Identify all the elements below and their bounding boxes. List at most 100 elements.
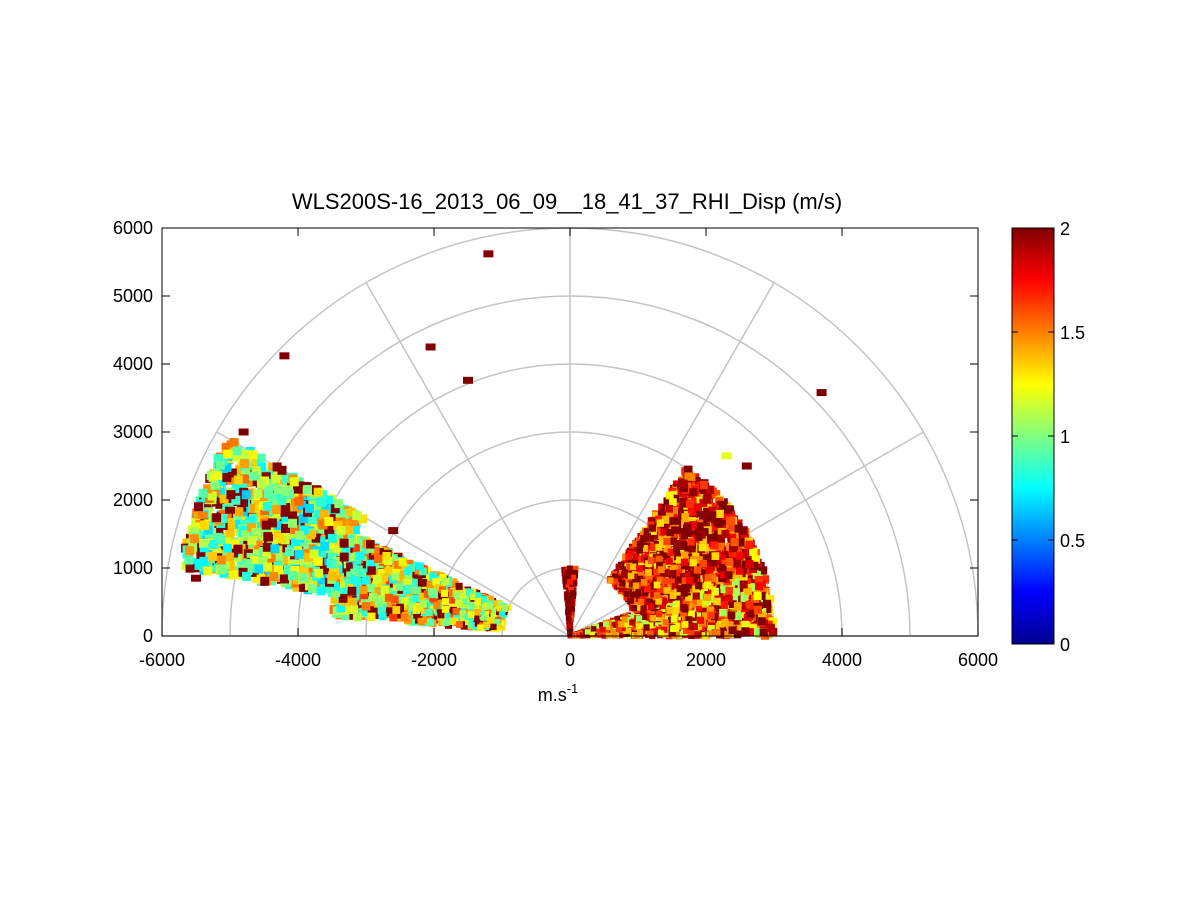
heatmap-cell [749,547,758,556]
heatmap-cell [674,576,682,584]
heatmap-cell [603,621,609,627]
heatmap-cell [710,612,719,621]
heatmap-cell [350,525,360,535]
heatmap-cell [255,470,265,480]
heatmap-cell [225,531,235,541]
heatmap-cell [623,590,630,597]
heatmap-cell [762,599,772,609]
heatmap-cell [750,561,759,570]
heatmap-cell [367,602,376,611]
heatmap-cell [392,565,401,574]
heatmap-cell [648,524,657,532]
heatmap-cell [670,625,677,633]
heatmap-cell [685,500,694,508]
heatmap-cell [702,608,710,616]
heatmap-cell [689,613,697,621]
heatmap-cell [235,519,245,529]
heatmap-cell [455,582,463,590]
heatmap-cell [408,603,416,611]
heatmap-cell [726,621,734,630]
heatmap-cell [707,622,715,630]
heatmap-cell [253,540,263,550]
heatmap-cell [732,587,740,596]
heatmap-cell [306,567,316,577]
heatmap-cell [429,589,437,597]
heatmap-cell [693,612,702,620]
heatmap-cell [704,581,712,589]
heatmap-cell [669,570,677,578]
heatmap-cell [683,572,691,580]
heatmap-cell [381,585,390,594]
heatmap-cell [566,623,572,629]
heatmap-cell [657,630,665,637]
heatmap-cell [438,586,447,594]
heatmap-cell [677,546,685,555]
heatmap-cell [639,531,647,539]
heatmap-cell [673,539,681,548]
heatmap-cell [590,626,597,632]
heatmap-cell [713,629,721,637]
heatmap-cell [368,552,378,562]
heatmap-cell [465,588,473,596]
heatmap-cell [663,537,671,546]
heatmap-cell [432,578,440,586]
heatmap-cell [415,562,424,571]
heatmap-cell [494,618,501,625]
heatmap-cell [349,605,359,615]
heatmap-cell [352,612,362,622]
heatmap-cell [622,631,629,637]
heatmap-cell [600,626,606,632]
heatmap-cell [501,605,508,612]
heatmap-cell [423,590,432,598]
heatmap-cell [214,525,224,535]
heatmap-cell [565,608,572,615]
heatmap-cell [606,621,613,628]
heatmap-cell [368,574,377,584]
heatmap-cell [359,590,369,600]
heatmap-cell [715,542,724,551]
heatmap-cell [237,556,247,566]
heatmap-cell [689,488,698,497]
heatmap-cell [755,582,764,591]
heatmap-cell [237,502,247,512]
heatmap-cell [299,582,309,592]
heatmap-cell [423,574,431,582]
heatmap-cell [612,625,619,631]
heatmap-cell [741,620,750,629]
heatmap-cell [618,586,626,593]
heatmap-cell [655,610,663,618]
heatmap-cell [633,632,640,639]
heatmap-cell [568,594,575,600]
heatmap-cell [412,586,421,594]
heatmap-cell [486,617,494,624]
heatmap-cell [341,518,351,528]
heatmap-cell [568,584,574,591]
heatmap-cell [683,465,693,474]
heatmap-cell [701,549,709,557]
heatmap-cell [351,544,360,553]
heatmap-cell [400,613,409,622]
heatmap-cell [647,557,655,564]
heatmap-cell [357,568,367,577]
heatmap-cell [625,553,632,561]
heatmap-cell [369,607,378,617]
heatmap-cell [281,473,291,483]
heatmap-cell [650,582,657,590]
heatmap-cell [699,480,709,490]
heatmap-cell [621,616,628,623]
heatmap-cell [377,568,386,578]
heatmap-cell [435,596,443,604]
heatmap-cell [632,578,639,586]
heatmap-cell [185,563,195,573]
heatmap-cell [418,592,426,601]
heatmap-cell [306,494,316,504]
heatmap-cell [346,568,355,578]
heatmap-cell [394,577,403,586]
heatmap-cell [754,576,763,585]
heatmap-cell [623,594,630,601]
heatmap-cell [367,566,376,575]
heatmap-cell [429,605,438,613]
heatmap-cell [766,623,775,633]
heatmap-cell [627,550,635,557]
heatmap-cell [565,573,572,580]
